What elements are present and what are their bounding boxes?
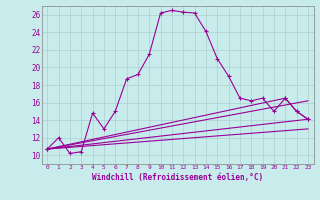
X-axis label: Windchill (Refroidissement éolien,°C): Windchill (Refroidissement éolien,°C)	[92, 173, 263, 182]
